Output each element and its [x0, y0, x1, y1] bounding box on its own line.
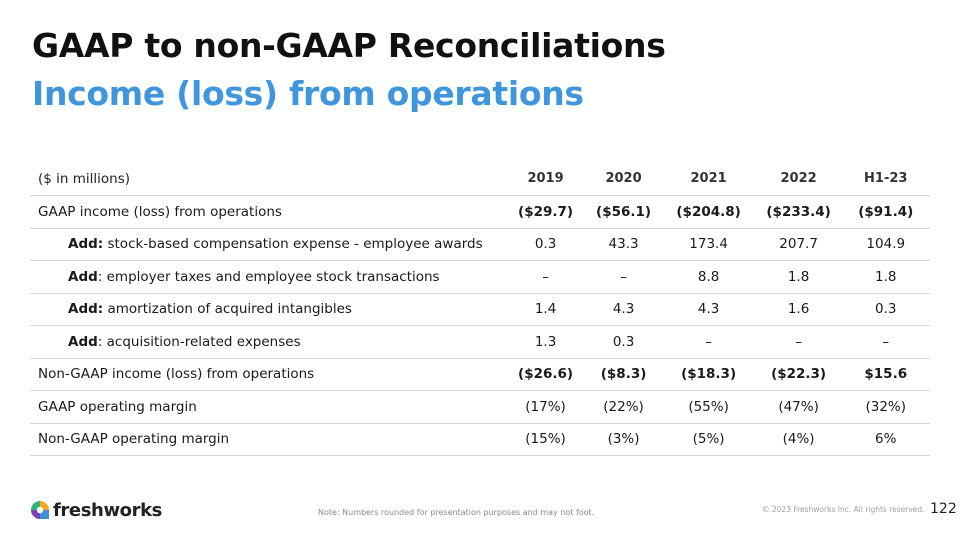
cell-value: ($204.8): [661, 195, 756, 229]
table-row-gaap-margin: GAAP operating margin (17%) (22%) (55%) …: [30, 390, 930, 424]
reconciliation-table: ($ in millions) 2019 2020 2021 2022 H1-2…: [30, 162, 930, 456]
unit-label: ($ in millions): [30, 162, 506, 196]
column-header-2019: 2019: [505, 162, 586, 196]
add-prefix: Add: [68, 333, 98, 350]
cell-value: (15%): [505, 423, 586, 456]
cell-value: 0.3: [841, 293, 930, 326]
cell-value: 4.3: [585, 293, 662, 326]
freshworks-logo: freshworks: [30, 498, 162, 522]
cell-value: (5%): [661, 423, 756, 456]
cell-value: 8.8: [661, 260, 756, 294]
page-subtitle: Income (loss) from operations: [32, 74, 584, 113]
cell-value: 173.4: [661, 228, 756, 261]
cell-value: (4%): [755, 423, 842, 456]
footnote: Note: Numbers rounded for presentation p…: [318, 508, 595, 517]
page-title: GAAP to non-GAAP Reconciliations: [32, 26, 666, 65]
cell-value: 104.9: [841, 228, 930, 261]
add-prefix: Add:: [68, 236, 104, 253]
row-label: GAAP operating margin: [30, 390, 506, 424]
cell-value: 1.3: [505, 325, 586, 359]
column-header-2021: 2021: [661, 162, 756, 196]
table-row-add-acquisition: Add: acquisition-related expenses 1.3 0.…: [30, 325, 930, 359]
table-row-gaap-income: GAAP income (loss) from operations ($29.…: [30, 195, 930, 229]
row-label: Add: amortization of acquired intangible…: [30, 293, 506, 326]
copyright: © 2023 Freshworks Inc. All rights reserv…: [762, 505, 925, 514]
cell-value: ($56.1): [585, 195, 662, 229]
row-label-text: : employer taxes and employee stock tran…: [97, 268, 440, 285]
row-label: Add: stock-based compensation expense - …: [30, 228, 506, 261]
cell-value: ($29.7): [505, 195, 586, 229]
add-prefix: Add:: [68, 301, 104, 318]
cell-value: 1.8: [841, 260, 930, 294]
cell-value: ($91.4): [841, 195, 930, 229]
column-header-2020: 2020: [585, 162, 662, 196]
add-prefix: Add: [68, 268, 98, 285]
row-label: GAAP income (loss) from operations: [30, 195, 506, 229]
cell-value: (3%): [585, 423, 662, 456]
table-row-non-gaap-income: Non-GAAP income (loss) from operations (…: [30, 358, 930, 391]
cell-value: (22%): [585, 390, 662, 424]
cell-value: 1.8: [755, 260, 842, 294]
cell-value: –: [841, 325, 930, 359]
table-header-row: ($ in millions) 2019 2020 2021 2022 H1-2…: [30, 162, 930, 196]
cell-value: (32%): [841, 390, 930, 424]
table-row-non-gaap-margin: Non-GAAP operating margin (15%) (3%) (5%…: [30, 423, 930, 456]
column-header-2022: 2022: [755, 162, 842, 196]
cell-value: ($233.4): [755, 195, 842, 229]
cell-value: 1.4: [505, 293, 586, 326]
table-row-add-sbc: Add: stock-based compensation expense - …: [30, 228, 930, 261]
cell-value: (47%): [755, 390, 842, 424]
row-label: Add: employer taxes and employee stock t…: [30, 260, 506, 294]
cell-value: ($26.6): [505, 358, 586, 391]
cell-value: –: [755, 325, 842, 359]
cell-value: –: [661, 325, 756, 359]
row-label: Non-GAAP income (loss) from operations: [30, 358, 506, 391]
row-label-text: amortization of acquired intangibles: [103, 301, 352, 318]
cell-value: $15.6: [841, 358, 930, 391]
column-header-h1-23: H1-23: [841, 162, 930, 196]
cell-value: (17%): [505, 390, 586, 424]
page-number: 122: [930, 501, 957, 517]
row-label-text: stock-based compensation expense - emplo…: [103, 236, 483, 253]
cell-value: –: [585, 260, 662, 294]
freshworks-logo-icon: [31, 501, 49, 519]
cell-value: 0.3: [585, 325, 662, 359]
cell-value: 43.3: [585, 228, 662, 261]
logo-text: freshworks: [53, 499, 163, 521]
cell-value: ($8.3): [585, 358, 662, 391]
row-label: Non-GAAP operating margin: [30, 423, 506, 456]
cell-value: 6%: [841, 423, 930, 456]
table-row-add-amortization: Add: amortization of acquired intangible…: [30, 293, 930, 326]
cell-value: ($18.3): [661, 358, 756, 391]
cell-value: (55%): [661, 390, 756, 424]
cell-value: –: [505, 260, 586, 294]
cell-value: 1.6: [755, 293, 842, 326]
cell-value: ($22.3): [755, 358, 842, 391]
cell-value: 4.3: [661, 293, 756, 326]
table-row-add-employer-taxes: Add: employer taxes and employee stock t…: [30, 260, 930, 294]
cell-value: 0.3: [505, 228, 586, 261]
row-label-text: : acquisition-related expenses: [97, 333, 301, 350]
row-label: Add: acquisition-related expenses: [30, 325, 506, 359]
cell-value: 207.7: [755, 228, 842, 261]
